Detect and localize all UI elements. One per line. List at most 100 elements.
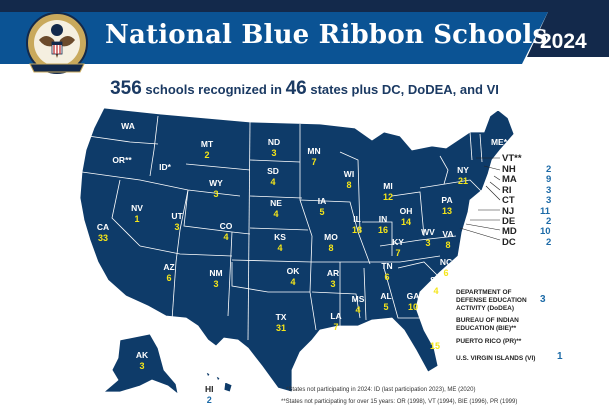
- state-label-la: LA 7: [330, 311, 341, 333]
- callout-abbr: MD: [502, 226, 517, 237]
- total-schools-count: 356: [110, 78, 142, 99]
- callout-ri: RI 3: [502, 185, 551, 196]
- state-label-wy: WY 3: [209, 178, 223, 200]
- state-abbr: AZ: [163, 262, 175, 272]
- state-label-oh: OH 14: [400, 206, 413, 228]
- state-count: 3: [213, 189, 219, 199]
- state-abbr: AL: [380, 291, 392, 301]
- state-count: 5: [383, 302, 389, 312]
- state-abbr: KS: [274, 232, 286, 242]
- state-abbr: KY: [392, 237, 404, 247]
- callout-count: 2: [546, 237, 552, 248]
- state-label-ia: IA 5: [318, 196, 327, 218]
- callout-abbr: DE: [502, 216, 516, 227]
- seal-logo: [24, 10, 90, 82]
- banner-shape: [0, 12, 609, 64]
- state-label-mt: MT 2: [201, 139, 213, 161]
- total-states-count: 46: [285, 78, 307, 99]
- state-count: 4: [223, 232, 229, 242]
- state-label-nm: NM 3: [209, 268, 222, 290]
- state-abbr: MS: [351, 294, 365, 304]
- callout-vt: VT**: [502, 153, 522, 164]
- state-count: 3: [425, 238, 431, 248]
- callout-count: 2: [546, 164, 552, 175]
- summary-headline: 356 schools recognized in 46 states plus…: [0, 78, 609, 100]
- state-abbr: PA: [441, 195, 453, 205]
- callout-dc: DC 2: [502, 237, 551, 248]
- state-label-ca: CA 33: [97, 222, 109, 244]
- callout-ct: CT 3: [502, 195, 551, 206]
- state-count: 2: [204, 150, 210, 160]
- callout-count: 11: [540, 206, 551, 217]
- state-abbr: HI: [205, 384, 214, 394]
- state-label-ky: KY 7: [392, 237, 404, 259]
- state-label-il: IL 18: [352, 214, 362, 236]
- state-label-wa: WA: [121, 121, 135, 132]
- state-count: 15: [429, 341, 441, 351]
- state-abbr: LA: [330, 311, 342, 321]
- state-abbr: SC: [430, 275, 442, 285]
- state-label-co: CO 4: [220, 221, 233, 243]
- state-label-ut: UT 3: [171, 211, 182, 233]
- state-count: 6: [384, 272, 390, 282]
- state-label-az: AZ 6: [163, 262, 174, 284]
- legend-count: 1: [557, 351, 563, 362]
- state-count: 7: [395, 248, 401, 258]
- eagle-seal-icon: [26, 12, 88, 74]
- state-count: 3: [174, 222, 180, 232]
- state-label-al: AL 5: [380, 291, 391, 313]
- state-abbr: ME*: [490, 137, 508, 147]
- callout-abbr: DC: [502, 237, 516, 248]
- state-label-ks: KS 4: [274, 232, 286, 254]
- state-count: 8: [445, 240, 451, 250]
- state-abbr: TN: [381, 261, 393, 271]
- state-abbr: MT: [200, 139, 214, 149]
- callout-md: MD 10: [502, 226, 551, 237]
- state-label-ms: MS 4: [352, 294, 365, 316]
- state-label-wi: WI 8: [344, 169, 354, 191]
- state-count: 3: [271, 148, 277, 158]
- state-abbr: MI: [383, 181, 393, 191]
- state-label-in: IN 16: [378, 214, 388, 236]
- callout-nh: NH 2: [502, 164, 551, 175]
- callout-abbr: RI: [502, 185, 512, 196]
- state-abbr: ID*: [159, 162, 171, 172]
- state-abbr: WY: [209, 178, 223, 188]
- state-count: 14: [400, 217, 411, 227]
- state-count: 12: [382, 192, 394, 202]
- footnote-2: **States not participating for over 15 y…: [281, 399, 518, 405]
- state-abbr: UT: [171, 211, 183, 221]
- state-label-mo: MO 8: [324, 232, 338, 254]
- summary-text-2: states plus DC, DoDEA, and VI: [310, 82, 499, 97]
- state-count: 4: [290, 277, 296, 287]
- state-count: 7: [333, 322, 339, 332]
- state-abbr: CO: [219, 221, 233, 231]
- state-abbr: WI: [343, 169, 355, 179]
- state-count: 3: [139, 361, 145, 371]
- state-label-wv: WV 3: [421, 227, 435, 249]
- alaska-shape: [103, 333, 179, 395]
- callout-count: 9: [546, 174, 552, 185]
- state-abbr: WV: [421, 227, 435, 237]
- legend-count: 3: [540, 294, 546, 305]
- state-count: 6: [166, 273, 172, 283]
- state-count: 8: [346, 180, 352, 190]
- state-count: 10: [407, 302, 418, 312]
- state-count: 4: [433, 286, 439, 296]
- state-label-sd: SD 4: [267, 166, 279, 188]
- state-abbr: NY: [457, 165, 469, 175]
- state-label-me: ME*: [491, 137, 507, 148]
- callout-count: 2: [546, 216, 552, 227]
- state-abbr: CA: [96, 222, 110, 232]
- callout-de: DE 2: [502, 216, 551, 227]
- state-abbr: NM: [209, 268, 223, 278]
- state-count: 2: [206, 395, 212, 405]
- state-abbr: IN: [378, 214, 388, 224]
- state-label-nd: ND 3: [268, 137, 280, 159]
- state-label-va: VA 8: [442, 229, 453, 251]
- state-abbr: WA: [121, 121, 135, 131]
- state-label-ny: NY 21: [457, 165, 469, 187]
- state-abbr: AK: [135, 350, 149, 360]
- callout-abbr: NH: [502, 164, 516, 175]
